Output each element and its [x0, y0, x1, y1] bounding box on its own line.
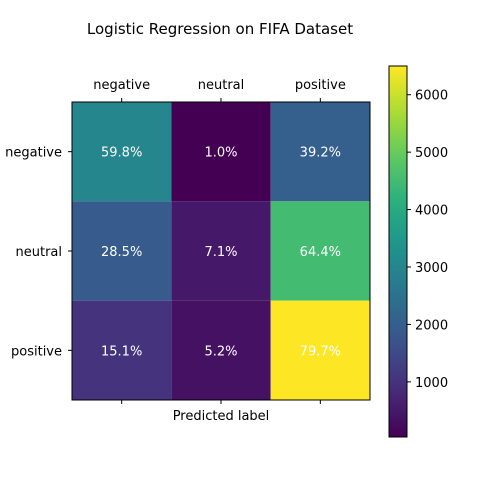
- chart-title: Logistic Regression on FIFA Dataset: [87, 20, 353, 38]
- colorbar-ticks: 1000 2000 3000 4000 5000 6000: [407, 89, 448, 391]
- cell-label-neutral-negative: 28.5%: [101, 245, 142, 260]
- heatmap-cell-neutral-negative: [72, 201, 172, 301]
- heatmap-cell-positive-negative: [72, 300, 172, 400]
- x-tick-label-positive: positive: [295, 78, 346, 93]
- x-axis-ticks: negative neutral positive: [93, 78, 346, 404]
- cell-label-negative-negative: 59.8%: [101, 146, 142, 161]
- x-axis-label: Predicted label: [173, 409, 270, 424]
- heatmap-cell-negative-neutral: [171, 102, 271, 202]
- cell-label-neutral-neutral: 7.1%: [204, 245, 237, 260]
- colorbar-tick-label-3000: 3000: [415, 261, 448, 276]
- y-tick-label-positive: positive: [11, 344, 62, 359]
- y-tick-label-neutral: neutral: [16, 245, 63, 260]
- cell-label-negative-neutral: 1.0%: [204, 146, 237, 161]
- y-tick-label-negative: negative: [5, 146, 62, 161]
- colorbar-tick-label-2000: 2000: [415, 318, 448, 333]
- heatmap-cell-negative-positive: [270, 102, 370, 202]
- x-tick-label-negative: negative: [93, 78, 150, 93]
- heatmap-cell-labels: 59.8% 1.0% 39.2% 28.5% 7.1% 64.4% 15.1% 5.2% 79.…: [101, 146, 341, 360]
- colorbar-tick-label-1000: 1000: [415, 376, 448, 391]
- cell-label-positive-negative: 15.1%: [101, 344, 142, 359]
- cell-label-positive-neutral: 5.2%: [204, 344, 237, 359]
- colorbar: [388, 65, 408, 438]
- heatmap-cell-positive-neutral: [171, 300, 271, 400]
- colorbar-tick-label-6000: 6000: [415, 89, 448, 104]
- cell-label-positive-positive: 79.7%: [300, 344, 341, 359]
- y-axis-ticks: negative neutral positive: [5, 146, 72, 359]
- heatmap-cell-neutral-positive: [270, 201, 370, 301]
- cell-label-neutral-positive: 64.4%: [300, 245, 341, 260]
- heatmap-cell-negative-negative: [72, 102, 172, 202]
- x-tick-label-neutral: neutral: [198, 78, 245, 93]
- heatmap-cell-positive-positive: [270, 300, 370, 400]
- heatmap-cell-neutral-neutral: [171, 201, 271, 301]
- cell-label-negative-positive: 39.2%: [300, 146, 341, 161]
- colorbar-tick-label-4000: 4000: [415, 204, 448, 219]
- colorbar-tick-label-5000: 5000: [415, 146, 448, 161]
- heatmap-cells: [72, 102, 370, 400]
